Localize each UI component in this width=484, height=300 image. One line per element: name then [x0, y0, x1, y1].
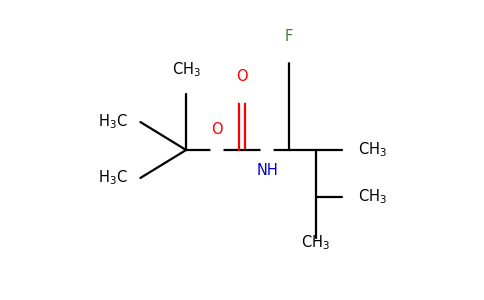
Text: F: F [285, 29, 293, 44]
Text: CH$_3$: CH$_3$ [358, 141, 387, 159]
Text: CH$_3$: CH$_3$ [358, 188, 387, 206]
Text: CH$_3$: CH$_3$ [171, 61, 200, 79]
Text: O: O [236, 69, 248, 84]
Text: H$_3$C: H$_3$C [98, 113, 127, 131]
Text: O: O [211, 122, 223, 137]
Circle shape [283, 50, 295, 62]
Circle shape [211, 144, 223, 156]
Text: NH: NH [256, 163, 278, 178]
Text: H$_3$C: H$_3$C [98, 169, 127, 187]
Text: CH$_3$: CH$_3$ [301, 233, 330, 252]
Circle shape [261, 144, 273, 156]
Circle shape [236, 91, 248, 103]
